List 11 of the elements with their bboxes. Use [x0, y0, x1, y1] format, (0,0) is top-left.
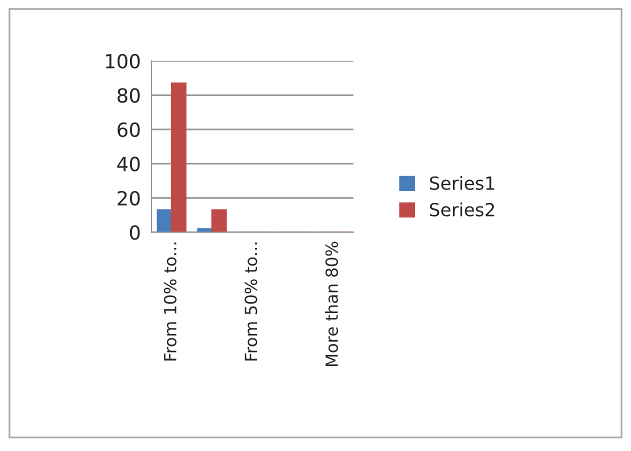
y-tick-label: 0 — [130, 225, 140, 240]
legend-label: Series1 — [430, 176, 494, 190]
x-tick-label: From 50% to... — [244, 242, 258, 360]
y-tick-label: 80 — [118, 88, 140, 103]
y-tick-label: 100 — [106, 54, 140, 69]
y-tick-label: 60 — [118, 122, 140, 138]
x-tick-label: More than 80% — [325, 242, 338, 366]
y-tick-label: 20 — [118, 190, 140, 206]
x-tick-label: From 10% to... — [164, 242, 176, 360]
y-tick-label: 40 — [117, 156, 140, 172]
legend-label: Series2 — [430, 202, 494, 216]
